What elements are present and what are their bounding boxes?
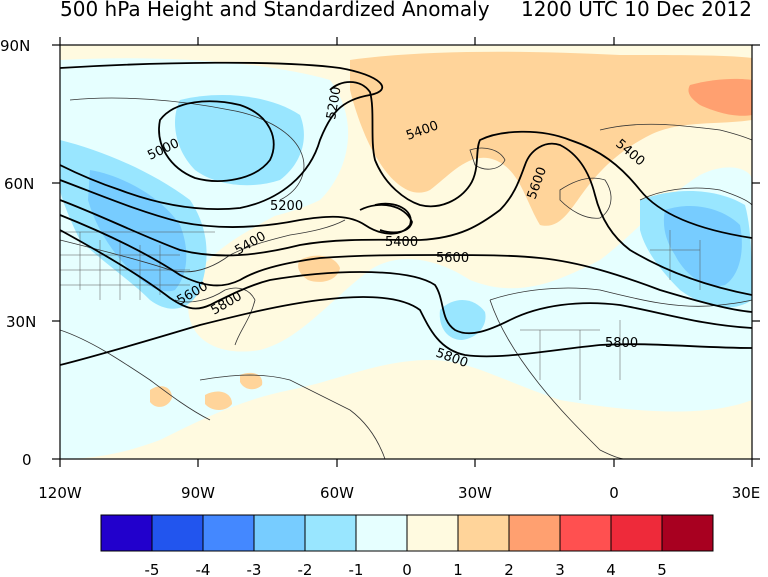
anomaly-pos-caribbean [150, 386, 172, 407]
anomaly-neg-greenland [175, 95, 304, 186]
anomaly-pos-caribbean-3 [240, 372, 263, 390]
colorbar-swatch [355, 514, 408, 552]
map-frame [59, 44, 753, 460]
colorbar-swatch [610, 514, 663, 552]
colorbar [100, 514, 714, 552]
colorbar-swatch [253, 514, 306, 552]
contour-label: 5600 [436, 251, 469, 266]
colorbar-swatch [304, 514, 357, 552]
colorbar-swatch [406, 514, 459, 552]
coastlines [60, 97, 752, 459]
lon-label: 120W [38, 484, 82, 502]
colorbar-swatch [100, 514, 153, 552]
anomaly-pos-north-atlantic [350, 51, 752, 226]
lat-label: 60N [4, 175, 34, 193]
colorbar-swatch [508, 514, 561, 552]
height-contours [60, 61, 752, 366]
anomaly-pos-caribbean-2 [205, 391, 232, 410]
lon-labels: 120W 90W 60W 30W 0 30E [38, 484, 760, 502]
lon-label: 60W [320, 484, 354, 502]
colorbar-swatch [559, 514, 612, 552]
lon-label: 30W [458, 484, 492, 502]
lon-label: 90W [181, 484, 215, 502]
anomaly-neg-midatlantic [439, 300, 486, 340]
map-title: 500 hPa Height and Standardized Anomaly [60, 0, 490, 21]
contour-label: 5400 [385, 235, 418, 250]
colorbar-label: -1 [349, 561, 364, 577]
axis-ticks [52, 37, 760, 467]
contour-label: 5200 [270, 199, 303, 214]
anomaly-shading: 5000 5200 5200 5400 5400 5400 5400 5600 … [60, 45, 752, 459]
colorbar-swatch [457, 514, 510, 552]
anomaly-neg-strong-europe [663, 205, 742, 286]
colorbar-label: 1 [453, 561, 463, 577]
colorbar-label: -3 [247, 561, 262, 577]
lat-label: 90N [0, 37, 30, 55]
colorbar-swatch [151, 514, 204, 552]
colorbar-label: 2 [504, 561, 514, 577]
valid-time: 1200 UTC 10 Dec 2012 [520, 0, 752, 21]
contour-label: 5200 [324, 85, 345, 120]
lat-label: 0 [22, 451, 32, 469]
lat-label: 30N [6, 313, 36, 331]
colorbar-swatch [661, 514, 714, 552]
colorbar-label: -4 [196, 561, 211, 577]
colorbar-label: -5 [145, 561, 160, 577]
colorbar-label: 4 [606, 561, 616, 577]
lat-labels: 90N 60N 30N 0 [0, 37, 36, 469]
colorbar-label: 0 [402, 561, 412, 577]
colorbar-label: -2 [298, 561, 313, 577]
colorbar-label: 5 [657, 561, 667, 577]
anomaly-pos-arctic [688, 78, 752, 116]
contour-label: 5800 [605, 336, 638, 351]
lon-label: 0 [609, 484, 619, 502]
lon-label: 30E [732, 484, 761, 502]
colorbar-labels: -5 -4 -3 -2 -1 0 1 2 3 4 5 [145, 561, 667, 577]
colorbar-swatch [202, 514, 255, 552]
colorbar-label: 3 [555, 561, 565, 577]
